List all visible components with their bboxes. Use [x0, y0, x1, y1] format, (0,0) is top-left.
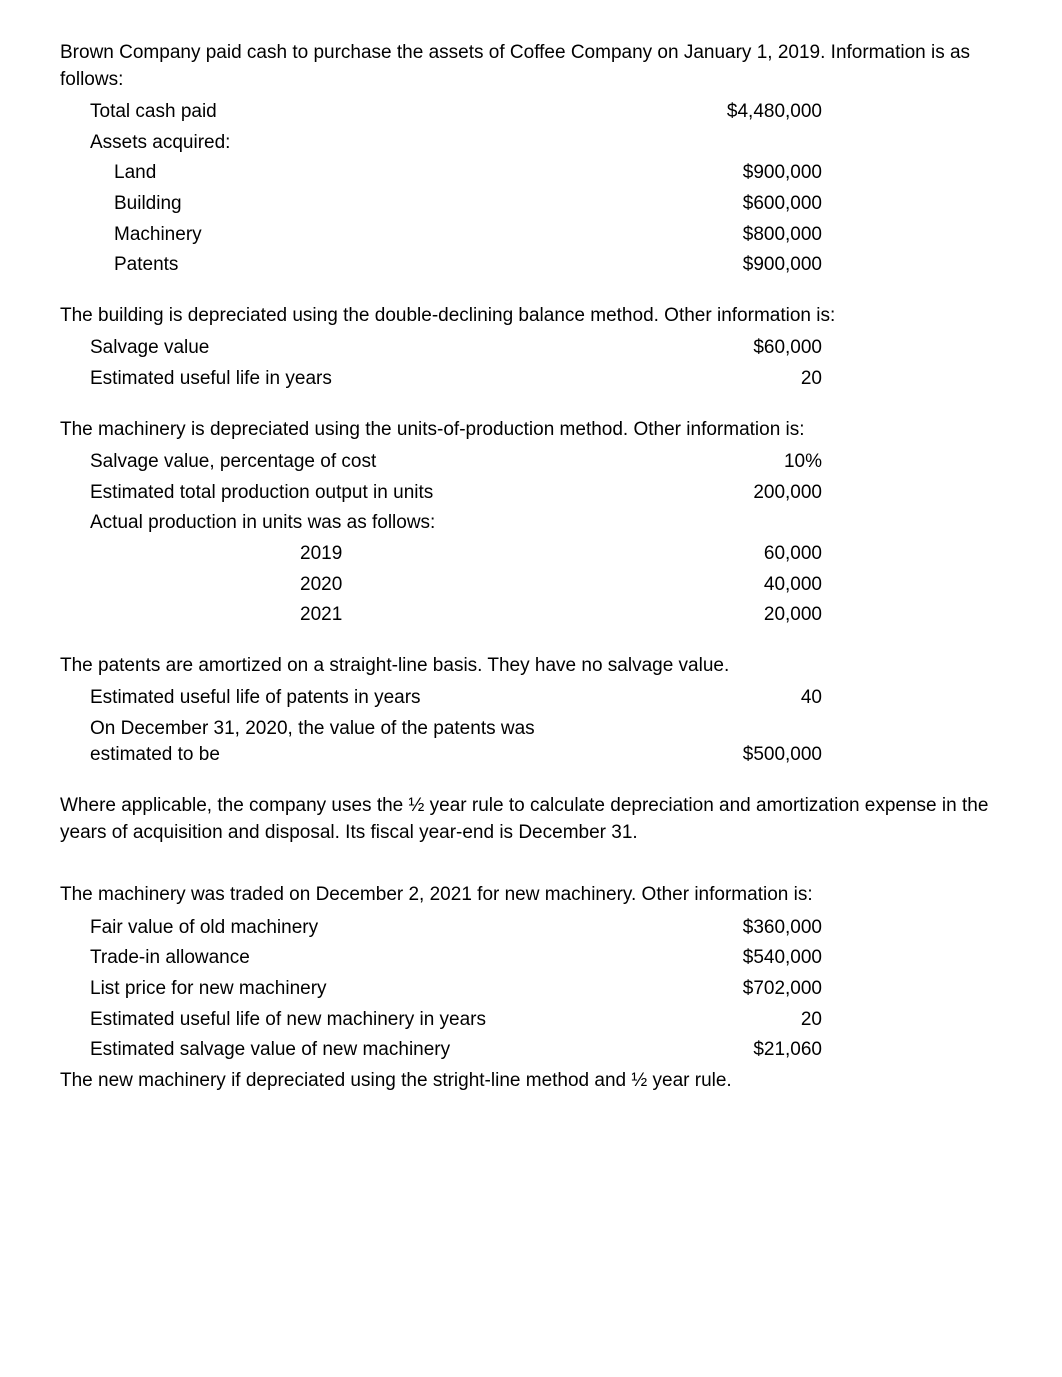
trade-tradein-label: Trade-in allowance	[60, 945, 672, 972]
mach-2021-label: 2021	[60, 602, 672, 629]
trade-fair-value: $360,000	[672, 915, 1002, 942]
rule-paragraph: Where applicable, the company uses the ½…	[60, 793, 1002, 846]
trade-paragraph: The machinery was traded on December 2, …	[60, 882, 1002, 909]
land-label: Land	[60, 160, 672, 187]
building-life-label: Estimated useful life in years	[60, 366, 672, 393]
total-cash-value: $4,480,000	[672, 99, 1002, 126]
trade-newsalvage-value: $21,060	[672, 1037, 1002, 1064]
trade-fair-label: Fair value of old machinery	[60, 915, 672, 942]
building-salvage-label: Salvage value	[60, 335, 672, 362]
building-salvage-value: $60,000	[672, 335, 1002, 362]
building-value: $600,000	[672, 191, 1002, 218]
patents-label: Patents	[60, 252, 672, 279]
land-value: $900,000	[672, 160, 1002, 187]
mach-2020-value: 40,000	[672, 572, 1002, 599]
mach-2019-label: 2019	[60, 541, 672, 568]
patents-dec-value: $500,000	[672, 742, 1002, 769]
mach-actual-label: Actual production in units was as follow…	[60, 510, 672, 537]
intro-paragraph: Brown Company paid cash to purchase the …	[60, 40, 1002, 93]
mach-2021-value: 20,000	[672, 602, 1002, 629]
machinery-paragraph: The machinery is depreciated using the u…	[60, 417, 1002, 444]
patents-life-label: Estimated useful life of patents in year…	[60, 685, 672, 712]
trade-list-value: $702,000	[672, 976, 1002, 1003]
assets-acquired-label: Assets acquired:	[60, 130, 672, 157]
mach-2019-value: 60,000	[672, 541, 1002, 568]
trade-tradein-value: $540,000	[672, 945, 1002, 972]
trade-newlife-label: Estimated useful life of new machinery i…	[60, 1007, 672, 1034]
final-paragraph: The new machinery if depreciated using t…	[60, 1068, 1002, 1095]
patents-dec-label: On December 31, 2020, the value of the p…	[60, 716, 610, 769]
patents-life-value: 40	[672, 685, 1002, 712]
machinery-value: $800,000	[672, 222, 1002, 249]
mach-est-output-label: Estimated total production output in uni…	[60, 480, 672, 507]
building-paragraph: The building is depreciated using the do…	[60, 303, 1002, 330]
trade-newsalvage-label: Estimated salvage value of new machinery	[60, 1037, 672, 1064]
building-label: Building	[60, 191, 672, 218]
trade-newlife-value: 20	[672, 1007, 1002, 1034]
mach-2020-label: 2020	[60, 572, 672, 599]
machinery-label: Machinery	[60, 222, 672, 249]
mach-salvage-pct-value: 10%	[672, 449, 1002, 476]
mach-salvage-pct-label: Salvage value, percentage of cost	[60, 449, 672, 476]
trade-list-label: List price for new machinery	[60, 976, 672, 1003]
total-cash-label: Total cash paid	[60, 99, 672, 126]
patents-paragraph: The patents are amortized on a straight-…	[60, 653, 1002, 680]
building-life-value: 20	[672, 366, 1002, 393]
patents-value: $900,000	[672, 252, 1002, 279]
mach-est-output-value: 200,000	[672, 480, 1002, 507]
